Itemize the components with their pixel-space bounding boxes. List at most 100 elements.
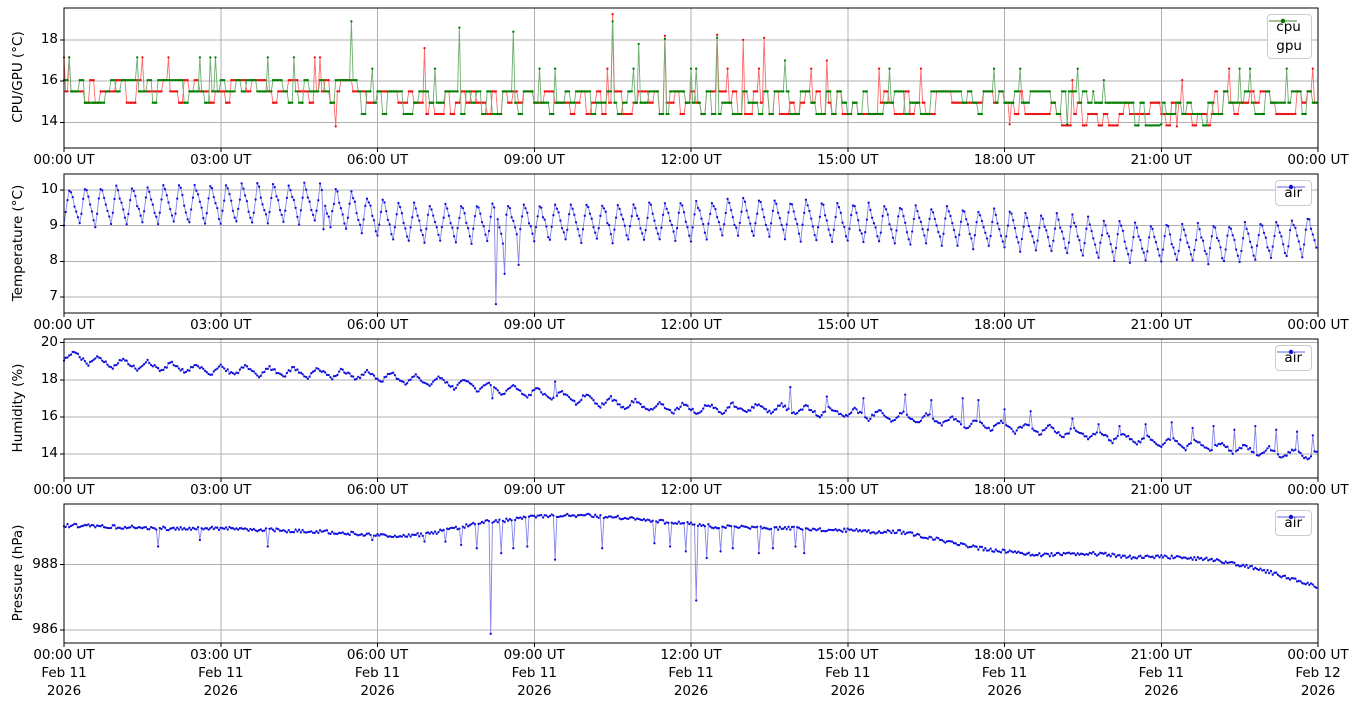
subplot-humidity [60, 338, 1319, 482]
series-air-line [63, 351, 1317, 460]
y-tick-label: 986 [32, 620, 58, 637]
x-tick-label: 09:00 UT [503, 647, 565, 663]
x-tick-label: 18:00 UT [973, 647, 1036, 663]
legend-pressure: air [1275, 510, 1312, 536]
x-year-label: 2026 [46, 683, 82, 699]
plot-frame [63, 503, 1319, 644]
legend-label: air [1284, 350, 1302, 366]
y-tick-label: 8 [49, 252, 58, 269]
y-tick-label: 18 [40, 370, 58, 387]
x-tick-label: 21:00 UT [1130, 482, 1192, 498]
x-year-label: 2026 [673, 683, 709, 699]
x-tick-label: 18:00 UT [973, 482, 1036, 498]
x-tick-label: 12:00 UT [660, 152, 722, 168]
legend-entry-air: air [1277, 514, 1306, 532]
legend-label: gpu [1276, 38, 1302, 54]
x-tick-label: 06:00 UT [346, 317, 409, 333]
y-tick-label: 16 [40, 407, 58, 424]
legend-label: air [1284, 185, 1302, 201]
legend-line-sample [1277, 349, 1306, 355]
y-tick-label: 9 [49, 216, 58, 233]
legend-cpu-gpu: cpu gpu [1267, 14, 1312, 59]
x-tick-label: 12:00 UT [660, 482, 722, 498]
x-year-label: 2026 [203, 683, 238, 699]
x-date-label: Feb 11 [1138, 665, 1184, 681]
x-year-label: 2026 [987, 683, 1022, 699]
x-date-label: Feb 12 [1295, 665, 1341, 681]
legend-label: air [1284, 515, 1302, 531]
x-tick-label: 09:00 UT [503, 317, 565, 333]
series-air-markers [62, 512, 1318, 635]
x-date-label: Feb 11 [354, 665, 401, 681]
x-tick-label: 00:00 UT [33, 317, 95, 333]
legend-line-sample [1277, 514, 1306, 520]
x-tick-label: 18:00 UT [973, 152, 1036, 168]
series-cpu-line [63, 14, 1317, 127]
x-date-label: Feb 11 [511, 665, 557, 681]
y-tick-label: 10 [40, 181, 58, 198]
y-tick-label: 20 [40, 333, 58, 350]
y-tick-label: 988 [32, 555, 58, 572]
legend-line-sample [1277, 184, 1306, 190]
y-tick-label: 7 [49, 287, 58, 304]
x-tick-label: 12:00 UT [660, 647, 722, 663]
x-tick-label: 00:00 UT [1287, 317, 1349, 333]
x-tick-label: 00:00 UT [1287, 482, 1349, 498]
x-tick-label: 09:00 UT [503, 152, 565, 168]
x-tick-label: 00:00 UT [33, 647, 95, 663]
series-gpu-line [64, 21, 1317, 126]
x-tick-label: 06:00 UT [346, 482, 409, 498]
x-date-label: Feb 11 [825, 665, 871, 681]
x-tick-label: 21:00 UT [1130, 317, 1192, 333]
subplot-cpu-gpu [60, 7, 1319, 152]
subplot-pressure [60, 503, 1319, 647]
x-tick-label: 00:00 UT [1287, 152, 1349, 168]
x-tick-label: 15:00 UT [817, 647, 879, 663]
plot-frame [63, 338, 1319, 479]
x-tick-label: 12:00 UT [660, 317, 722, 333]
legend-temperature: air [1275, 180, 1312, 206]
x-tick-label: 09:00 UT [503, 482, 565, 498]
legend-entry-gpu: gpu [1269, 18, 1302, 55]
series-air-line [63, 181, 1317, 305]
x-tick-label: 21:00 UT [1130, 152, 1192, 168]
x-year-label: 2026 [1300, 683, 1336, 699]
legend-humidity: air [1275, 345, 1312, 371]
y-tick-label: 14 [40, 113, 58, 130]
legend-entry-air: air [1277, 184, 1306, 202]
x-tick-label: 03:00 UT [190, 482, 252, 498]
x-tick-label: 18:00 UT [973, 317, 1036, 333]
y-tick-label: 16 [40, 72, 58, 89]
x-tick-label: 03:00 UT [190, 152, 252, 168]
x-tick-label: 03:00 UT [190, 317, 252, 333]
legend-entry-air: air [1277, 349, 1306, 367]
x-tick-label: 06:00 UT [346, 647, 409, 663]
x-tick-label: 00:00 UT [1287, 647, 1349, 663]
x-tick-label: 15:00 UT [817, 152, 879, 168]
series-cpu-markers [62, 13, 1318, 128]
y-tick-label: 14 [40, 444, 58, 461]
subplot-temperature [60, 173, 1319, 317]
x-tick-label: 15:00 UT [817, 482, 879, 498]
y-tick-label: 18 [40, 30, 58, 47]
x-date-label: Feb 11 [981, 665, 1028, 681]
x-date-label: Feb 11 [668, 665, 714, 681]
x-year-label: 2026 [830, 683, 865, 699]
x-tick-label: 21:00 UT [1130, 647, 1192, 663]
x-year-label: 2026 [517, 683, 552, 699]
x-tick-label: 06:00 UT [346, 152, 409, 168]
x-tick-label: 00:00 UT [33, 152, 95, 168]
x-year-label: 2026 [360, 683, 395, 699]
plot-frame [63, 7, 1319, 149]
series-air-line [63, 513, 1317, 634]
x-tick-label: 00:00 UT [33, 482, 95, 498]
x-year-label: 2026 [1144, 683, 1179, 699]
plot-frame [63, 173, 1319, 314]
x-tick-label: 15:00 UT [817, 317, 879, 333]
x-date-label: Feb 11 [41, 665, 87, 681]
x-date-label: Feb 11 [198, 665, 244, 681]
series-gpu-markers [62, 20, 1318, 127]
series-air-markers [62, 181, 1318, 306]
